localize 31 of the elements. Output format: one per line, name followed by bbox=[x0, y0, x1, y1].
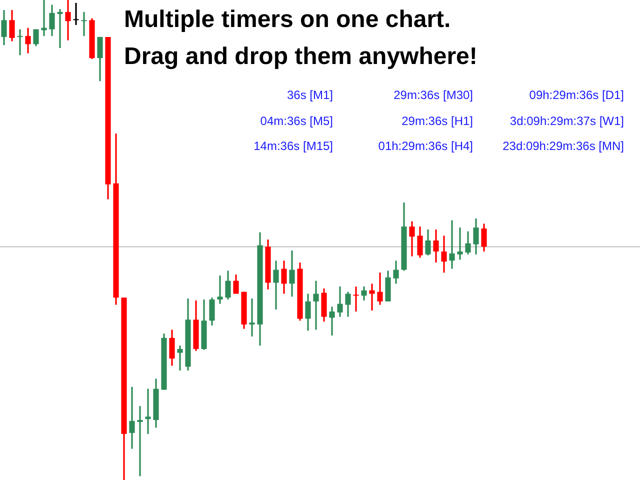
annotation: 01h:29m:36s [H4] bbox=[378, 139, 473, 153]
candlestick bbox=[65, 0, 71, 40]
candlestick bbox=[17, 29, 23, 56]
candlestick bbox=[441, 236, 447, 273]
candlestick bbox=[145, 388, 151, 434]
annotation: 29m:36s [H1] bbox=[402, 114, 473, 128]
candlestick bbox=[369, 284, 375, 311]
candlestick bbox=[57, 9, 63, 48]
candlestick bbox=[129, 386, 135, 449]
candlestick bbox=[73, 2, 79, 25]
candlestick bbox=[137, 406, 143, 476]
text: 23d:09h:29m:36s [MN] bbox=[502, 139, 624, 153]
text: 09h:29m:36s [D1] bbox=[529, 88, 624, 102]
chart-title: Multiple timers on one chart. bbox=[124, 6, 451, 34]
annotation: 14m:36s [M15] bbox=[254, 139, 333, 153]
annotation: 29m:36s [M30] bbox=[394, 88, 473, 102]
candlestick bbox=[329, 306, 335, 336]
candlestick bbox=[449, 220, 455, 269]
candlestick bbox=[353, 286, 359, 312]
candlestick bbox=[81, 12, 87, 36]
candlestick bbox=[217, 276, 223, 304]
candlestick bbox=[313, 280, 319, 330]
annotation: 04m:36s [M5] bbox=[260, 114, 333, 128]
annotation: 36s [M1] bbox=[286, 88, 333, 102]
candlestick bbox=[337, 286, 343, 317]
text: 3d:09h:29m:37s [W1] bbox=[510, 114, 624, 128]
candlestick bbox=[249, 298, 255, 336]
text: Drag and drop them anywhere! bbox=[124, 43, 478, 71]
candlestick bbox=[457, 228, 463, 260]
candlestick bbox=[177, 346, 183, 371]
candlestick bbox=[273, 260, 279, 310]
